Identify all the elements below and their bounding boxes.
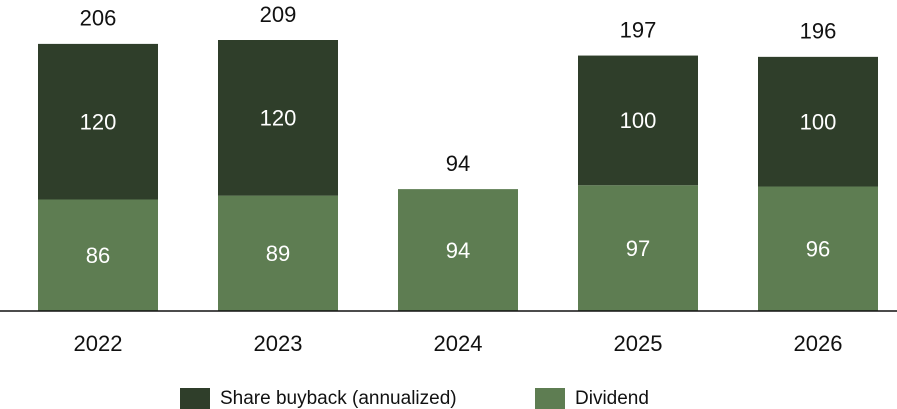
- segment-label: 97: [626, 236, 650, 261]
- total-label: 196: [800, 19, 837, 44]
- total-label: 206: [80, 6, 117, 31]
- segment-label: 89: [266, 241, 290, 266]
- bar-segment: [38, 199, 158, 311]
- x-tick-label: 2026: [794, 331, 843, 356]
- segment-label: 100: [800, 110, 837, 135]
- segment-label: 100: [620, 108, 657, 133]
- total-label: 209: [260, 2, 297, 27]
- legend-label: Dividend: [575, 388, 649, 409]
- x-tick-label: 2024: [434, 331, 483, 356]
- segment-label: 86: [86, 243, 110, 268]
- x-tick-label: 2022: [74, 331, 123, 356]
- legend-swatch: [535, 388, 565, 409]
- bar-segment: [758, 186, 878, 311]
- segment-label: 120: [80, 110, 117, 135]
- segment-label: 96: [806, 237, 830, 262]
- legend-swatch: [180, 388, 210, 409]
- x-tick-label: 2023: [254, 331, 303, 356]
- bar-segment: [758, 56, 878, 187]
- bar-segment: [218, 195, 338, 311]
- bar-segment: [218, 40, 338, 196]
- x-tick-label: 2025: [614, 331, 663, 356]
- segment-label: 94: [446, 238, 470, 263]
- bar-segment: [398, 189, 518, 311]
- total-label: 94: [446, 151, 470, 176]
- total-label: 197: [620, 17, 657, 42]
- legend-label: Share buyback (annualized): [220, 388, 457, 409]
- bar-segment: [578, 55, 698, 186]
- bar-segment: [578, 185, 698, 311]
- segment-label: 120: [260, 106, 297, 131]
- bar-segment: [38, 43, 158, 200]
